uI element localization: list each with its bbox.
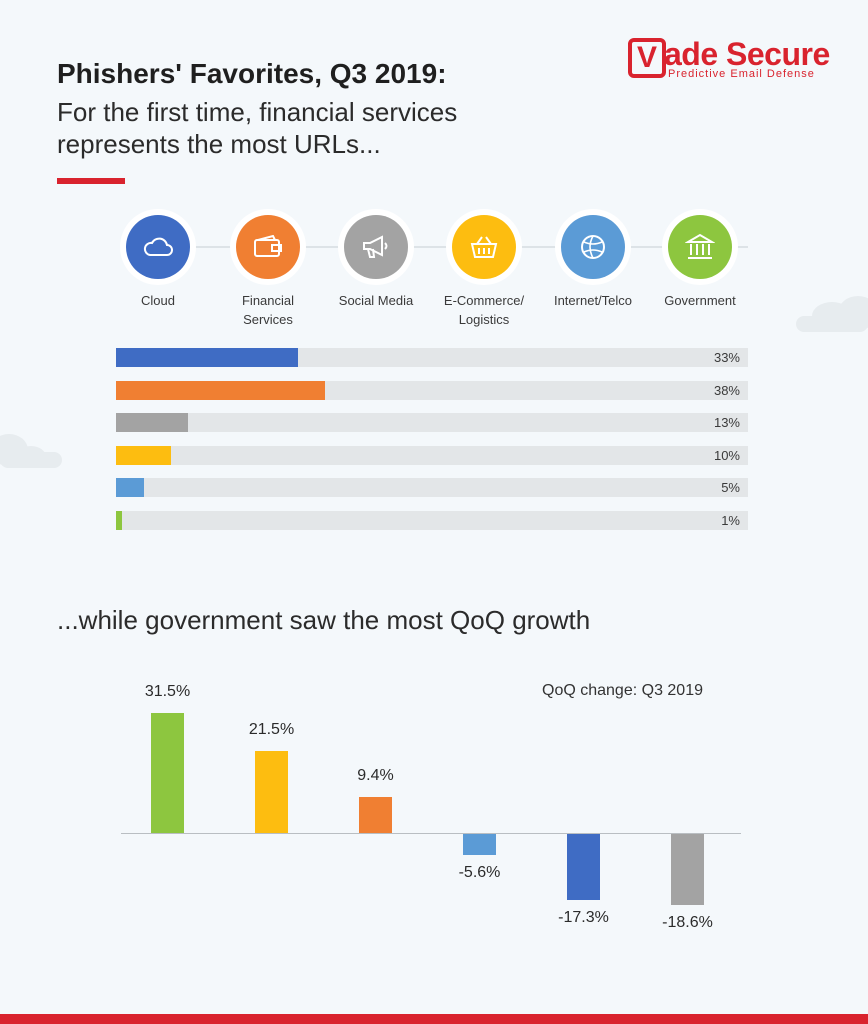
vade-secure-logo: V ade Secure Predictive Email Defense [628, 36, 833, 82]
bar-track: 1% [116, 510, 748, 530]
bar [116, 445, 171, 465]
bar [671, 834, 704, 905]
qoq-zero-baseline [121, 833, 741, 834]
category-label: E-Commerce/ [443, 293, 525, 308]
bar-value-label: -18.6% [662, 913, 713, 931]
category-ecommerce-logistics: E-Commerce/Logistics [429, 209, 539, 329]
megaphone-icon [344, 215, 408, 279]
bar [151, 713, 184, 833]
category-government: Government [645, 209, 755, 310]
bar-value-label: 10% [713, 447, 740, 463]
logo-wordmark: ade Secure [664, 36, 830, 72]
bar-track: 10% [116, 445, 748, 465]
bar [359, 797, 392, 833]
bar-track: 13% [116, 413, 748, 432]
category-cloud: Cloud [103, 209, 213, 310]
bar-track: 38% [116, 380, 748, 400]
category-label-line2: Services [243, 312, 293, 327]
bar [116, 413, 188, 432]
bar-track: 5% [116, 478, 748, 497]
category-label: Cloud [141, 293, 175, 308]
bar-value-label: -17.3% [558, 908, 609, 926]
bar [116, 348, 298, 367]
bar [116, 380, 325, 400]
title-underline [57, 178, 125, 184]
qoq-section-heading: ...while government saw the most QoQ gro… [57, 605, 591, 635]
bar-value-label: 9.4% [357, 767, 394, 785]
bar-value-label: 13% [713, 415, 740, 430]
bar-track: 33% [116, 348, 748, 367]
category-label: Internet/Telco [553, 293, 633, 308]
globe-icon [561, 215, 625, 279]
bar-value-label: 1% [721, 512, 740, 528]
logo-mark: V [628, 38, 666, 78]
qoq-chart-title: QoQ change: Q3 2019 [542, 682, 703, 699]
logo-tagline: Predictive Email Defense [668, 68, 815, 80]
bar [567, 834, 600, 900]
category-label-line2: Logistics [458, 312, 510, 327]
category-label: Financial [241, 293, 295, 308]
bank-icon [668, 215, 732, 279]
bar-value-label: 21.5% [248, 721, 295, 739]
category-connector-line [120, 246, 748, 248]
footer-accent-bar [0, 1014, 868, 1024]
logo-mark-letter: V [637, 41, 658, 74]
bar [116, 510, 122, 530]
bar-value-label: 38% [713, 382, 740, 398]
category-financial-services: Financial Services [213, 209, 323, 329]
category-social-media: Social Media [321, 209, 431, 310]
wallet-icon [236, 215, 300, 279]
bar-value-label: 33% [713, 350, 740, 365]
category-internet-telco: Internet/Telco [538, 209, 648, 310]
bar-value-label: -5.6% [458, 864, 501, 882]
bar [116, 478, 144, 497]
bar-value-label: 31.5% [144, 683, 191, 701]
category-label: Government [664, 293, 736, 308]
category-label: Social Media [338, 293, 414, 308]
bar [463, 834, 496, 856]
bar [255, 751, 288, 833]
page-subtitle: For the first time, financial services r… [57, 97, 458, 159]
bar-value-label: 5% [721, 480, 740, 495]
basket-icon [452, 215, 516, 279]
cloud-icon [126, 215, 190, 279]
page-title: Phishers' Favorites, Q3 2019: [57, 58, 447, 89]
